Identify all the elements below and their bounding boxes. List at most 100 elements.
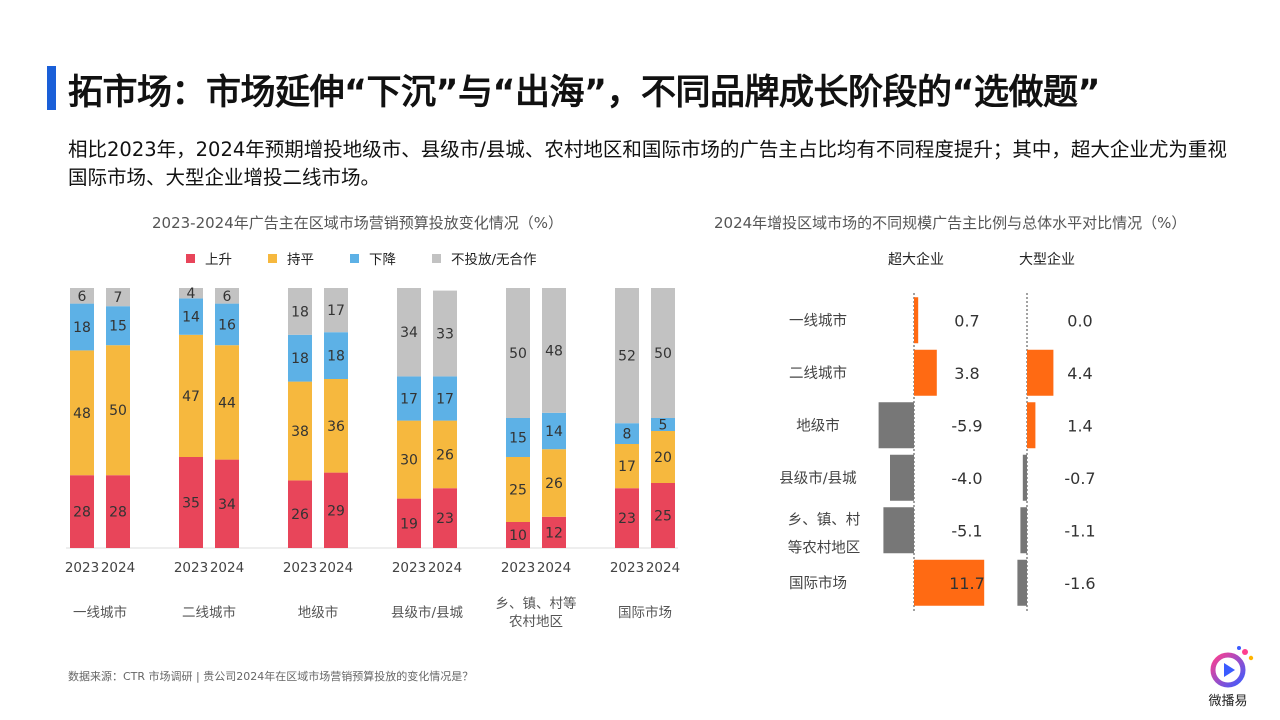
diverging-bar-value-label: 3.8 bbox=[954, 364, 979, 383]
stacked-bar-value-label: 5 bbox=[659, 418, 668, 434]
stacked-bar-value-label: 50 bbox=[109, 403, 127, 419]
legend-label-down: 下降 bbox=[369, 252, 396, 268]
stacked-bar-segment bbox=[506, 522, 530, 548]
stacked-bar-segment bbox=[542, 412, 566, 450]
stacked-bar-value-label: 6 bbox=[223, 289, 232, 305]
stacked-bar-segment bbox=[542, 288, 566, 413]
stacked-bar-segment bbox=[106, 306, 130, 346]
stacked-bar-segment bbox=[215, 288, 239, 304]
stacked-bar-segment bbox=[542, 449, 566, 517]
stacked-bar-value-label: 14 bbox=[182, 310, 200, 326]
stacked-bar-value-label: 50 bbox=[654, 346, 672, 362]
stacked-bar-segment bbox=[324, 472, 348, 548]
stacked-bar-value-label: 18 bbox=[73, 320, 91, 336]
stacked-bar-segment bbox=[433, 376, 457, 421]
diverging-bar bbox=[914, 349, 937, 396]
stacked-bar-segment bbox=[288, 334, 312, 382]
stacked-bar-segment bbox=[106, 345, 130, 476]
stacked-bar-value-label: 17 bbox=[436, 392, 454, 408]
stacked-bar-value-label: 18 bbox=[291, 304, 309, 320]
stacked-bar-segment bbox=[324, 288, 348, 333]
x-year-label: 2024 bbox=[101, 560, 135, 576]
stacked-bar-value-label: 26 bbox=[436, 447, 454, 463]
stacked-bar-value-label: 44 bbox=[218, 395, 236, 411]
legend-label-up: 上升 bbox=[205, 252, 232, 268]
diverging-bar-value-label: -4.0 bbox=[951, 469, 982, 488]
stacked-bar-value-label: 34 bbox=[218, 497, 236, 513]
stacked-bar-segment bbox=[615, 488, 639, 548]
diverging-bar bbox=[914, 297, 919, 344]
stacked-bar-segment bbox=[615, 444, 639, 489]
stacked-bar-segment bbox=[433, 290, 457, 377]
stacked-bar-value-label: 33 bbox=[436, 327, 454, 343]
stacked-bar-segment bbox=[288, 480, 312, 548]
diverging-bar-value-label: 4.4 bbox=[1067, 364, 1092, 383]
stacked-bar-segment bbox=[651, 483, 675, 548]
stacked-bar-value-label: 17 bbox=[400, 392, 418, 408]
diverging-bar bbox=[878, 402, 914, 449]
stacked-bar-segment bbox=[506, 457, 530, 522]
stacked-bar-value-label: 17 bbox=[327, 303, 345, 319]
stacked-bar-value-label: 6 bbox=[78, 289, 87, 305]
stacked-bar-segment bbox=[615, 288, 639, 424]
stacked-bar-value-label: 29 bbox=[327, 503, 345, 519]
diverging-bar-value-label: 0.0 bbox=[1067, 311, 1092, 330]
stacked-bar-segment bbox=[542, 516, 566, 548]
stacked-bar-value-label: 10 bbox=[509, 528, 527, 544]
stacked-bar-value-label: 20 bbox=[654, 450, 672, 466]
stacked-bar-value-label: 26 bbox=[545, 476, 563, 492]
stacked-bar-value-label: 38 bbox=[291, 424, 309, 440]
stacked-bar-segment bbox=[106, 475, 130, 548]
stacked-bar-segment bbox=[70, 288, 94, 304]
right-chart-title: 2024年增投区域市场的不同规模广告主比例与总体水平对比情况（%） bbox=[714, 214, 1187, 232]
diverging-bar-value-label: -1.1 bbox=[1064, 521, 1095, 540]
stacked-bar-value-label: 18 bbox=[291, 351, 309, 367]
category-label: 国际市场 bbox=[618, 604, 672, 621]
diverging-bar-value-label: -1.6 bbox=[1064, 574, 1095, 593]
stacked-bar-value-label: 16 bbox=[218, 317, 236, 333]
stacked-bar-value-label: 34 bbox=[400, 325, 418, 341]
title-accent-bar bbox=[47, 66, 56, 110]
x-year-label: 2023 bbox=[283, 560, 317, 576]
stacked-bar-value-label: 47 bbox=[182, 389, 200, 405]
stacked-bar-value-label: 15 bbox=[509, 431, 527, 447]
row-category-label: 县级市/县城 bbox=[779, 470, 857, 487]
diverging-bar bbox=[1027, 349, 1054, 396]
category-label: 二线城市 bbox=[182, 604, 236, 621]
x-year-label: 2023 bbox=[501, 560, 535, 576]
stacked-bar-segment bbox=[506, 288, 530, 418]
data-source-footer: 数据来源：CTR 市场调研 | 贵公司2024年在区域市场营销预算投放的变化情况… bbox=[68, 670, 474, 683]
legend-label-flat: 持平 bbox=[287, 252, 314, 268]
stacked-bar-segment bbox=[106, 288, 130, 307]
stacked-bar-segment bbox=[324, 332, 348, 379]
stacked-bar-value-label: 18 bbox=[327, 349, 345, 365]
diverging-bar-value-label: -0.7 bbox=[1064, 469, 1095, 488]
stacked-bar-value-label: 36 bbox=[327, 419, 345, 435]
stacked-bar-segment bbox=[397, 376, 421, 421]
x-year-label: 2023 bbox=[392, 560, 426, 576]
diverging-bar-value-label: -5.1 bbox=[951, 521, 982, 540]
row-category-label: 乡、镇、村 bbox=[788, 511, 861, 528]
stacked-bar-value-label: 12 bbox=[545, 525, 563, 541]
row-category-label: 等农村地区 bbox=[788, 538, 861, 556]
stacked-bar-value-label: 25 bbox=[509, 483, 527, 499]
stacked-bar-value-label: 48 bbox=[545, 343, 563, 359]
legend-label-none: 不投放/无合作 bbox=[451, 252, 537, 268]
left-chart-legend: 上升 持平 下降 不投放/无合作 bbox=[186, 248, 537, 268]
row-category-label: 一线城市 bbox=[789, 312, 847, 329]
row-category-label: 二线城市 bbox=[789, 365, 847, 382]
page-subtitle: 相比2023年，2024年预期增投地级市、县级市/县城、农村地区和国际市场的广告… bbox=[68, 138, 1227, 189]
stacked-bar-segment bbox=[179, 334, 203, 457]
stacked-bar-value-label: 52 bbox=[618, 349, 636, 365]
stacked-bar-value-label: 15 bbox=[109, 319, 127, 335]
x-year-label: 2023 bbox=[610, 560, 644, 576]
stacked-bar-segment bbox=[651, 288, 675, 418]
stacked-bar-value-label: 30 bbox=[400, 453, 418, 469]
stacked-bar-segment bbox=[433, 488, 457, 548]
stacked-bar-segment bbox=[179, 457, 203, 548]
row-category-label: 国际市场 bbox=[789, 575, 847, 592]
legend-item-none: 不投放/无合作 bbox=[432, 248, 537, 268]
left-chart-title: 2023-2024年广告主在区域市场营销预算投放变化情况（%） bbox=[152, 214, 564, 232]
diverging-bar-value-label: -5.9 bbox=[951, 416, 982, 435]
